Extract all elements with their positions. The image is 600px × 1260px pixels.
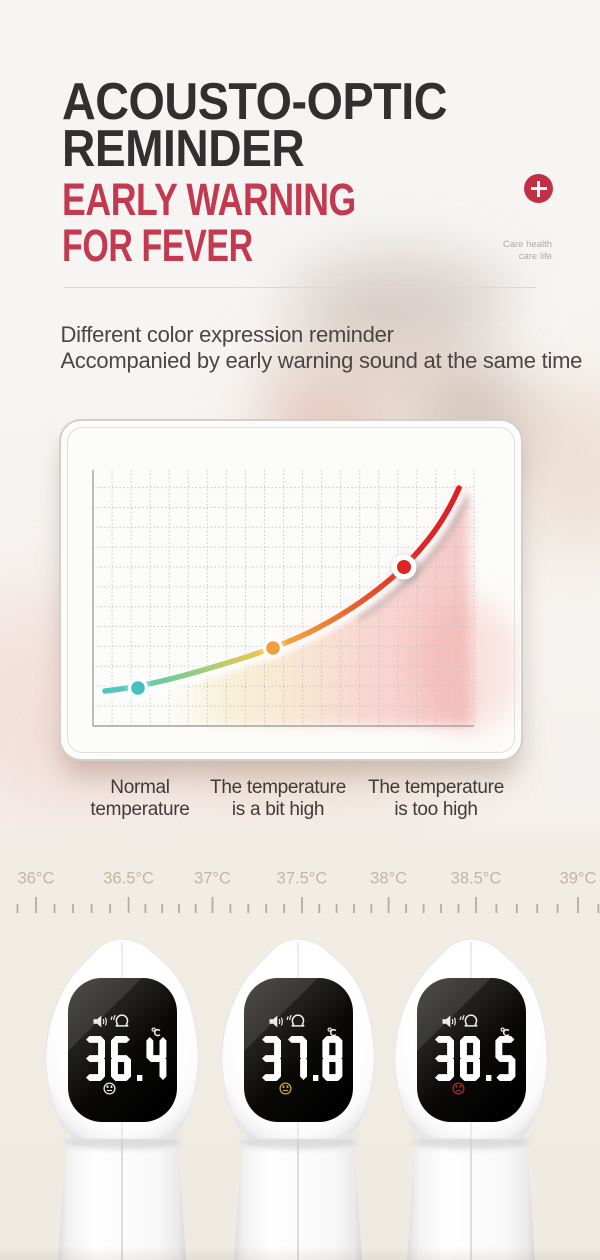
svg-text:36°C: 36°C bbox=[18, 870, 55, 888]
svg-text:38°C: 38°C bbox=[370, 870, 407, 888]
svg-text:39°C: 39°C bbox=[560, 870, 597, 888]
svg-text:36.5°C: 36.5°C bbox=[103, 870, 154, 888]
svg-text:38.5°C: 38.5°C bbox=[451, 870, 502, 888]
svg-text:37°C: 37°C bbox=[194, 870, 231, 888]
svg-text:37.5°C: 37.5°C bbox=[277, 870, 328, 888]
